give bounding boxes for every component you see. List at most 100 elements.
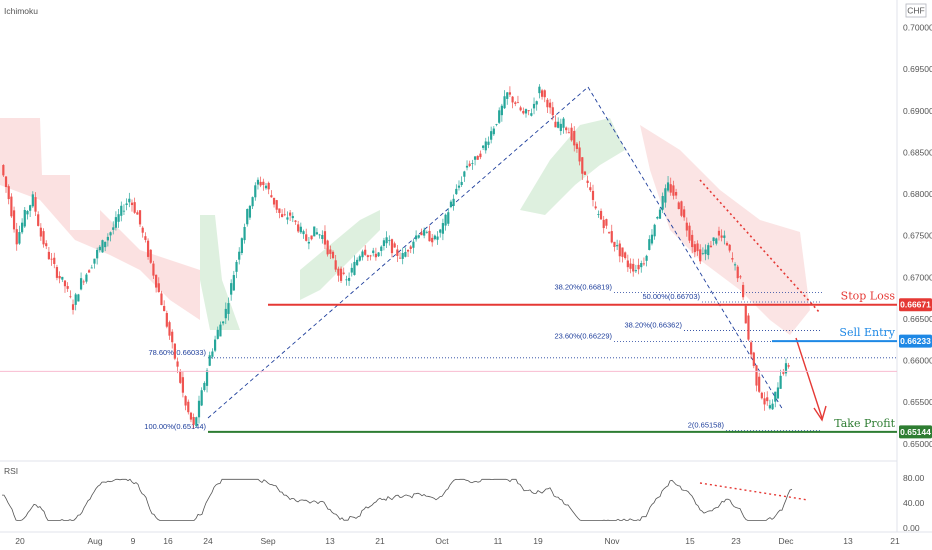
rsi-line bbox=[2, 478, 793, 521]
candle-body bbox=[401, 253, 404, 259]
candle-body bbox=[728, 244, 731, 251]
candle-body bbox=[55, 267, 59, 278]
candle-body bbox=[7, 186, 10, 200]
candle-body bbox=[77, 294, 80, 302]
candle-body bbox=[262, 181, 265, 185]
candle-body bbox=[605, 219, 608, 226]
candle-body bbox=[390, 239, 394, 254]
candle-body bbox=[755, 365, 758, 386]
candle-body bbox=[733, 264, 737, 266]
price-badge[interactable] bbox=[899, 334, 932, 348]
candle-body bbox=[530, 113, 533, 116]
price-axis[interactable]: 0.70000 0.69500 0.69000 0.68500 0.68000 0.675… bbox=[903, 22, 932, 448]
candle-body bbox=[428, 230, 431, 242]
candle-body bbox=[776, 387, 780, 399]
candle-body bbox=[318, 234, 321, 236]
candle-body bbox=[581, 157, 584, 174]
candle-body bbox=[329, 249, 332, 254]
candle-body bbox=[398, 257, 402, 259]
candle-body bbox=[361, 251, 364, 258]
candle-body bbox=[484, 141, 487, 151]
candle-body bbox=[707, 245, 710, 256]
time-tick-label: Oct bbox=[435, 536, 449, 546]
candle-body bbox=[535, 101, 538, 105]
candle-body bbox=[449, 201, 453, 208]
candle-body bbox=[447, 212, 450, 224]
candle-body bbox=[286, 217, 289, 220]
candle-body bbox=[165, 313, 168, 327]
candle-body bbox=[106, 236, 109, 241]
price-tick-label: 0.68500 bbox=[903, 147, 932, 157]
candle-body bbox=[125, 203, 128, 205]
candle-body bbox=[216, 329, 219, 339]
candle-body bbox=[315, 232, 319, 235]
time-tick-label: Aug bbox=[87, 536, 102, 546]
price-tick-label: 0.67000 bbox=[903, 272, 932, 282]
candle-body bbox=[661, 196, 664, 210]
candle-body bbox=[155, 274, 158, 288]
candle-body bbox=[61, 276, 64, 280]
candle-body bbox=[39, 227, 42, 237]
rsi-tick-label: 40.00 bbox=[903, 498, 925, 508]
candle-body bbox=[423, 229, 426, 236]
price-badge[interactable] bbox=[899, 425, 932, 439]
candle-body bbox=[323, 231, 327, 245]
currency-box[interactable] bbox=[905, 3, 927, 18]
time-tick-label: 16 bbox=[163, 536, 173, 546]
fib-label: 23.60%(0.66229) bbox=[554, 332, 612, 341]
candle-body bbox=[297, 224, 300, 232]
candle-body bbox=[232, 275, 235, 291]
candle-body bbox=[149, 249, 152, 263]
candle-body bbox=[388, 240, 391, 242]
candle-body bbox=[10, 196, 13, 217]
candle-body bbox=[653, 224, 656, 237]
candle-body bbox=[573, 130, 576, 146]
candle-body bbox=[436, 236, 439, 240]
fib-label: 2(0.65158) bbox=[688, 421, 725, 430]
candle-body bbox=[680, 201, 683, 216]
candle-body bbox=[460, 181, 463, 186]
candle-body bbox=[224, 308, 227, 319]
candle-body bbox=[412, 241, 415, 248]
candle-body bbox=[189, 412, 193, 420]
candle-body bbox=[248, 205, 252, 218]
price-tick-label: 0.66000 bbox=[903, 356, 932, 366]
candle-body bbox=[289, 212, 292, 216]
candle-body bbox=[79, 278, 83, 290]
candle-body bbox=[760, 392, 763, 399]
rsi-tick-label: 0.00 bbox=[903, 523, 920, 533]
candle-body bbox=[782, 372, 785, 374]
candle-body bbox=[704, 249, 707, 255]
price-badge[interactable] bbox=[899, 298, 932, 312]
fib-label: 100.00%(0.65144) bbox=[144, 422, 206, 431]
candle-body bbox=[47, 251, 51, 260]
candle-body bbox=[205, 370, 209, 386]
candle-body bbox=[549, 102, 552, 108]
candle-body bbox=[602, 219, 605, 229]
rsi-label: RSI bbox=[4, 466, 18, 476]
candle-body bbox=[69, 296, 72, 298]
candle-body bbox=[380, 246, 383, 251]
candle-body bbox=[372, 250, 375, 254]
candle-body bbox=[238, 251, 241, 260]
candle-body bbox=[404, 251, 407, 257]
sell-arrow-head bbox=[813, 405, 827, 422]
candle-body bbox=[417, 235, 420, 238]
candle-body bbox=[331, 251, 335, 259]
candle-body bbox=[369, 255, 372, 257]
price-tick-label: 0.68000 bbox=[903, 189, 932, 199]
rsi-tick-label: 80.00 bbox=[903, 473, 925, 483]
candle-body bbox=[409, 246, 412, 249]
candle-body bbox=[4, 176, 8, 188]
candle-body bbox=[272, 197, 276, 205]
candle-body bbox=[275, 200, 278, 210]
candle-body bbox=[516, 102, 520, 104]
candle-body bbox=[208, 355, 211, 366]
time-tick-label: 19 bbox=[533, 536, 543, 546]
candle-body bbox=[640, 263, 643, 268]
key-level-annotation: Take Profit bbox=[834, 417, 895, 430]
time-axis[interactable]: 20 Aug 9 16 24 Sep 13 21 Oct 11 19 Nov 15 23 Dec 13 21 bbox=[15, 536, 900, 546]
candle-body bbox=[559, 123, 562, 131]
